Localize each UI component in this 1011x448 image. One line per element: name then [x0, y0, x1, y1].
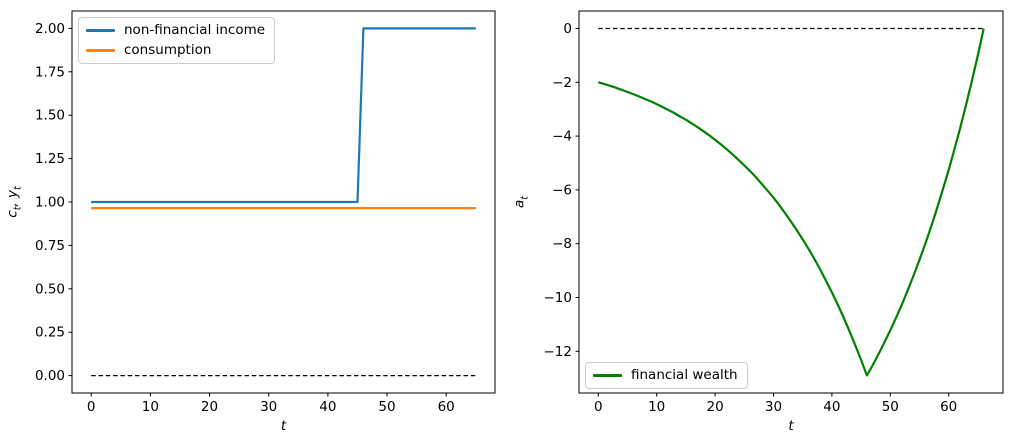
x-tick-label: 40	[319, 399, 336, 415]
y-tick-label: 0.00	[35, 368, 65, 384]
legend-label-consumption: consumption	[124, 42, 212, 58]
legend-line-sample-wealth	[593, 374, 622, 377]
y-tick-label: 1.25	[35, 151, 65, 167]
legend-line-sample-consumption	[86, 49, 115, 52]
y-tick-label: 1.75	[35, 64, 65, 80]
y-tick-label: 0.75	[35, 238, 65, 254]
legend-line-sample-income	[86, 29, 115, 32]
x-tick-label: 10	[648, 399, 665, 415]
x-tick-label: 50	[882, 399, 899, 415]
y-tick-label: 0	[563, 21, 572, 37]
subplot-income-consumption: 0 10 20 30 40 50 60 0.00 0.25 0.50 0.75 1.00 1.25 1.5…	[0, 0, 505, 448]
series-line-financial-wealth	[598, 28, 985, 377]
left-plot-area: 0 10 20 30 40 50 60 0.00 0.25 0.50 0.75 1.00 1.25 1.5…	[35, 10, 496, 415]
y-tick-label: −8	[552, 236, 572, 252]
x-tick-label: 30	[260, 399, 277, 415]
legend-item-consumption: consumption	[86, 42, 265, 59]
legend-label-wealth: financial wealth	[631, 367, 738, 383]
right-y-axis-label: at	[511, 195, 531, 209]
axes-frame	[578, 10, 1004, 394]
y-tick-label: 2.00	[35, 21, 65, 37]
legend-left: non-financial income consumption	[78, 17, 276, 64]
x-tick-label: 50	[378, 399, 395, 415]
x-tick-label: 60	[940, 399, 957, 415]
y-tick-label: 0.25	[35, 325, 65, 341]
y-tick-label: −2	[552, 75, 572, 91]
right-plot-area: 0 10 20 30 40 50 60 0 −2 −4 −6 −8 −10 −12	[544, 10, 1004, 415]
y-tick-label: −12	[544, 344, 573, 360]
legend-right: financial wealth	[585, 362, 748, 389]
y-tick-label: −4	[552, 129, 572, 145]
x-tick-label: 60	[438, 399, 455, 415]
legend-item-non-financial-income: non-financial income	[86, 22, 265, 39]
y-tick-label: 1.50	[35, 108, 65, 124]
x-tick-label: 20	[707, 399, 724, 415]
legend-label-income: non-financial income	[124, 22, 266, 38]
y-tick-label: −6	[552, 182, 572, 198]
x-tick-label: 20	[201, 399, 218, 415]
x-tick-label: 40	[823, 399, 840, 415]
left-x-axis-label: t	[280, 418, 287, 434]
y-tick-label: 1.00	[35, 195, 65, 211]
x-tick-label: 30	[765, 399, 782, 415]
x-tick-label: 10	[142, 399, 159, 415]
y-tick-label: −10	[544, 290, 573, 306]
right-x-axis-label: t	[788, 418, 794, 434]
x-tick-label: 0	[594, 399, 603, 415]
y-tick-label: 0.50	[35, 281, 65, 297]
left-y-axis-label: ct, yt	[4, 186, 24, 218]
subplot-financial-wealth: 0 10 20 30 40 50 60 0 −2 −4 −6 −8 −10 −12 t at financ…	[505, 0, 1011, 448]
series-line-non-financial-income	[91, 27, 476, 204]
x-tick-label: 0	[87, 399, 96, 415]
legend-item-financial-wealth: financial wealth	[593, 367, 738, 384]
